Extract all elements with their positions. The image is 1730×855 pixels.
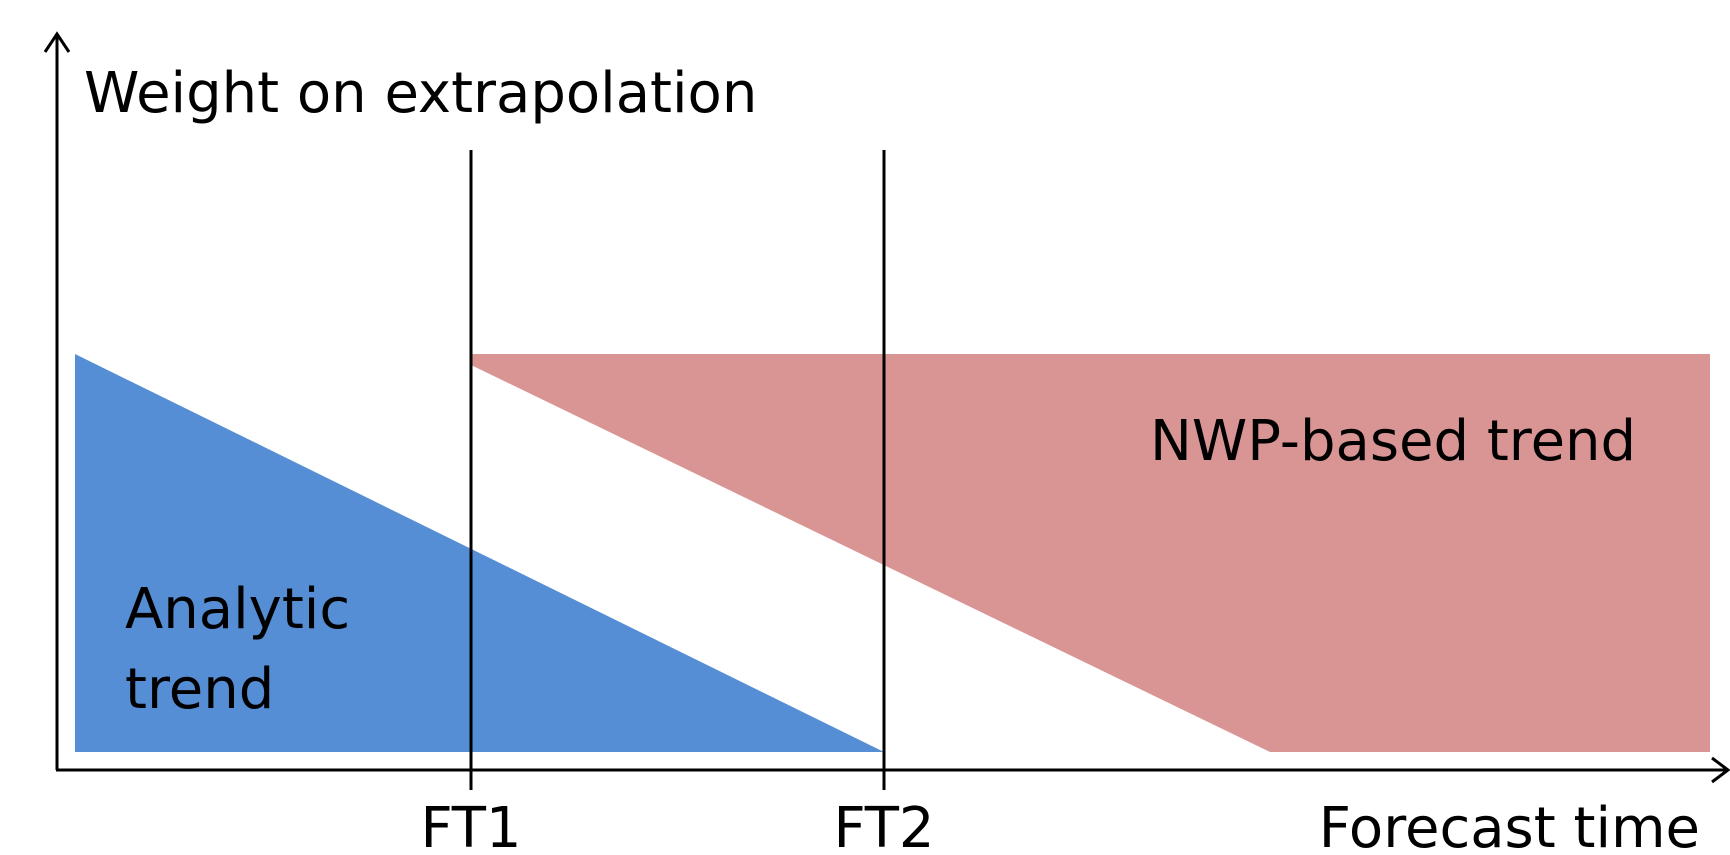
x-axis-label: Forecast time bbox=[1319, 796, 1700, 855]
analytic-trend-label-line2: trend bbox=[125, 657, 274, 722]
nwp-trend-region bbox=[471, 354, 1710, 752]
y-axis-label: Weight on extrapolation bbox=[84, 61, 757, 126]
y-axis-arrow-icon bbox=[43, 31, 71, 53]
analytic-trend-label-line1: Analytic bbox=[125, 577, 350, 642]
ft2-label: FT2 bbox=[833, 796, 934, 855]
analytic-trend-region bbox=[75, 354, 884, 752]
nwp-trend-label: NWP-based trend bbox=[1150, 409, 1636, 474]
x-axis-arrow-icon bbox=[1711, 756, 1730, 784]
ft1-label: FT1 bbox=[420, 796, 521, 855]
